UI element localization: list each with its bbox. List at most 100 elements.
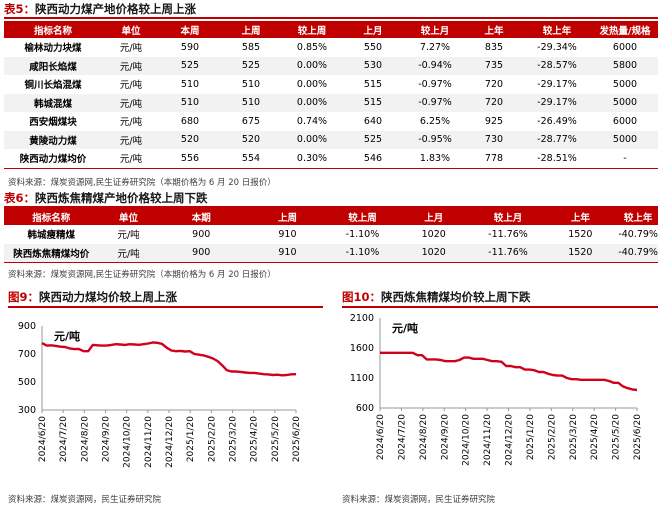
cell-value: 910 [243, 243, 332, 263]
x-tick-label: 2024/12/20 [165, 416, 175, 468]
cell-value: 6000 [612, 41, 638, 53]
x-tick-label: 2024/6/20 [38, 416, 48, 462]
y-tick-label: 900 [18, 321, 36, 332]
cell-value: -29.17% [537, 78, 577, 90]
row-name: 韩城瘦精煤 [27, 230, 76, 242]
cell-value: -0.97% [418, 78, 452, 90]
cell-value: 520 [220, 130, 282, 149]
x-tick-label: 2024/11/20 [483, 414, 493, 466]
col-header: 较上月 [404, 21, 466, 38]
x-tick-label: 2024/9/20 [440, 414, 450, 460]
fig9-source: 资料来源：煤炭资源网，民生证券研究院 [8, 495, 162, 505]
cell-value: 515 [342, 93, 404, 112]
cell-value: -0.97% [404, 93, 466, 112]
cell-value: 5000 [592, 93, 658, 112]
table6-title: 表6：陕西炼焦精煤产地价格较上周下跌 [4, 190, 658, 208]
table-row: 榆林动力块煤 元/吨 590 585 0.85% 550 7.27% 835 -29.34% 60… [4, 38, 658, 57]
cell-value: 5000 [592, 130, 658, 149]
cell-value: 元/吨 [119, 43, 143, 55]
cell-value: 0.74% [296, 115, 328, 127]
cell-value: 510 [180, 78, 200, 90]
table-row: 咸阳长焰煤 元/吨 525 525 0.00% 530 -0.94% 735 -28.57% 58… [4, 56, 658, 75]
cell-value: 6.25% [419, 115, 451, 127]
x-tick-label: 2024/7/20 [397, 414, 407, 460]
col-header: 上年 [542, 208, 619, 225]
cell-value: 910 [278, 228, 297, 240]
cell-value: 675 [241, 115, 261, 127]
cell-value: 515 [363, 78, 383, 90]
x-tick-label: 2025/6/20 [292, 416, 302, 462]
x-tick-label: 2025/5/20 [271, 416, 281, 462]
cell-value: 元/吨 [98, 243, 159, 263]
x-tick-label: 2024/9/20 [102, 416, 112, 462]
x-tick-label: 2025/3/20 [569, 414, 579, 460]
cell-value: 6000 [612, 115, 638, 127]
col-header: 上周 [220, 21, 282, 38]
cell-value: 1520 [542, 243, 619, 263]
cell-value: 5000 [612, 78, 638, 90]
cell-value: 510 [241, 78, 261, 90]
cell-value: 525 [220, 56, 282, 75]
cell-value: 525 [160, 56, 220, 75]
table-row: 韩城瘦精煤 元/吨 900 910 -1.10% 1020 -11.76% 1520 -40.7… [4, 225, 658, 244]
x-tick-label: 2025/2/20 [207, 416, 217, 462]
cell-value: 520 [160, 130, 220, 149]
table5-source: 资料来源：煤炭资源网,民生证券研究院（本期价格为 6 月 20 日报价） [8, 178, 276, 188]
x-tick-label: 2025/5/20 [612, 414, 622, 460]
cell-value: -11.76% [473, 243, 543, 263]
cell-value: 1520 [568, 228, 593, 240]
col-header: 较上周 [282, 21, 342, 38]
cell-value: 720 [484, 78, 504, 90]
x-tick-label: 2025/4/20 [590, 414, 600, 460]
col-header: 上月 [342, 21, 404, 38]
y-tick-label: 1600 [350, 343, 374, 354]
cell-value: -26.49% [537, 115, 577, 127]
row-name: 西安烟煤块 [29, 117, 77, 129]
row-name: 陕西动力煤均价 [4, 149, 102, 169]
col-header: 本期 [158, 208, 244, 225]
cell-value: 元/吨 [102, 93, 160, 112]
cell-value: 556 [160, 149, 220, 169]
col-header: 发热量/规格 [592, 21, 658, 38]
cell-value: 0.00% [282, 93, 342, 112]
y-tick-label: 1100 [350, 373, 374, 384]
cell-value: 0.00% [282, 130, 342, 149]
cell-value: 530 [342, 56, 404, 75]
cell-value: 0.30% [282, 149, 342, 169]
cell-value: 元/吨 [102, 149, 160, 169]
row-name: 韩城混煤 [4, 93, 102, 112]
row-name: 黄陵动力煤 [4, 130, 102, 149]
cell-value: 550 [363, 41, 383, 53]
cell-value: 元/吨 [102, 130, 160, 149]
col-header: 上月 [393, 208, 474, 225]
x-tick-label: 2024/11/20 [144, 416, 154, 468]
table-row: 铜川长焰混煤 元/吨 510 510 0.00% 515 -0.97% 720 -29.17% 5… [4, 75, 658, 94]
cell-value: -40.79% [618, 228, 658, 240]
table-row: 陕西动力煤均价 元/吨 556 554 0.30% 546 1.83% 778 -28.51% - [4, 149, 658, 169]
fig10-title: 图10：陕西炼焦精煤均价较上周下跌 [342, 289, 658, 308]
x-tick-label: 2024/10/20 [462, 414, 472, 466]
cell-value: 925 [484, 115, 504, 127]
col-header: 指标名称 [4, 21, 102, 38]
row-name: 榆林动力块煤 [24, 43, 82, 55]
fig10-chart: 600 1100 1600 2100 元/吨 2024/6/20 2024/7/20 2024… [350, 313, 643, 466]
cell-value: 元/吨 [102, 56, 160, 75]
cell-value: -1.10% [331, 243, 394, 263]
row-name: 咸阳长焰煤 [4, 56, 102, 75]
cell-value: -29.17% [522, 93, 592, 112]
col-header: 指标名称 [4, 208, 99, 225]
cell-value: 590 [180, 41, 200, 53]
cell-value: -1.10% [345, 228, 380, 240]
y-tick-label: 600 [356, 403, 374, 414]
cell-value: -28.77% [522, 130, 592, 149]
cell-value: -0.94% [404, 56, 466, 75]
series-line [41, 341, 297, 377]
cell-value: -40.79% [618, 243, 658, 263]
cell-value: 0.00% [282, 56, 342, 75]
col-header: 较上月 [473, 208, 543, 225]
x-tick-label: 2025/4/20 [250, 416, 260, 462]
cell-value: 510 [220, 93, 282, 112]
row-name: 陕西炼焦精煤均价 [4, 243, 99, 263]
table-row: 韩城混煤 元/吨 510 510 0.00% 515 -0.97% 720 -29.17% 500… [4, 93, 658, 112]
table-row: 西安烟煤块 元/吨 680 675 0.74% 640 6.25% 925 -26.49% 600… [4, 112, 658, 131]
